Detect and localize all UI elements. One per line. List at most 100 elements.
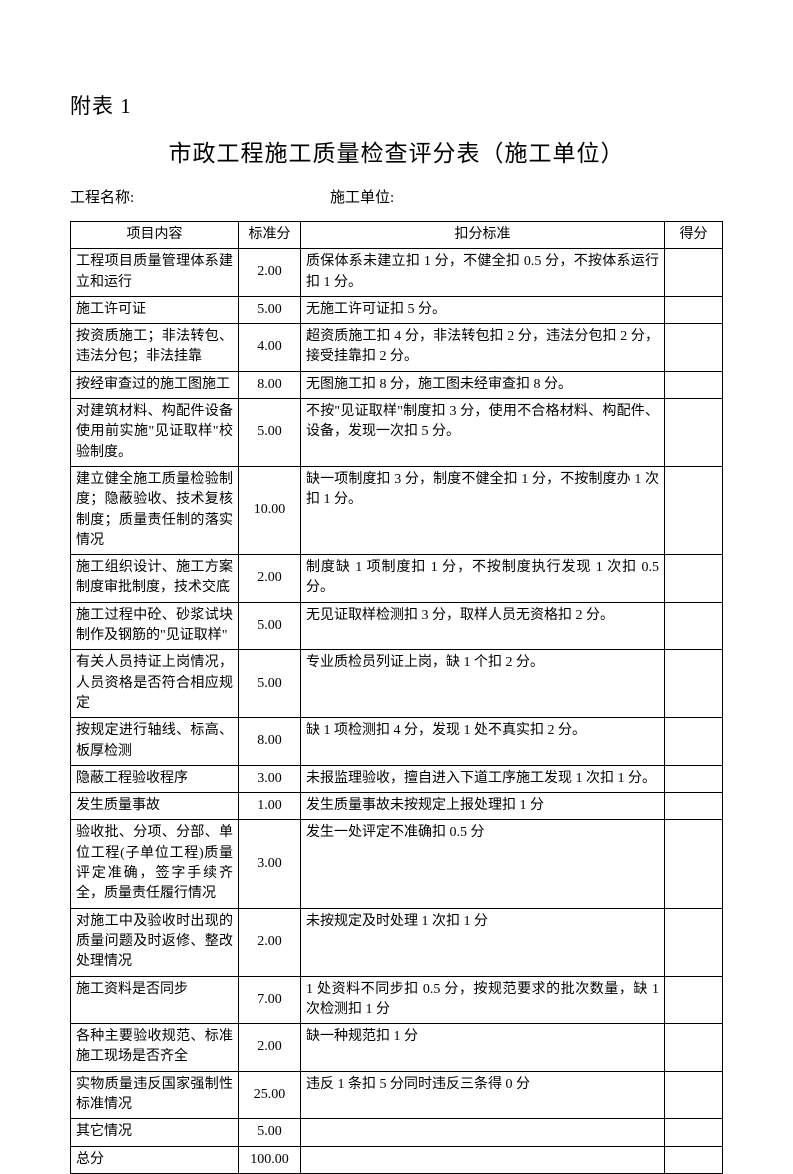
cell-standard: 8.00 bbox=[239, 718, 301, 766]
table-row: 施工许可证5.00无施工许可证扣 5 分。 bbox=[71, 296, 723, 323]
cell-standard: 5.00 bbox=[239, 1119, 301, 1146]
cell-deduction: 未报监理验收，擅自进入下道工序施工发现 1 次扣 1 分。 bbox=[301, 765, 665, 792]
cell-deduction: 1 处资料不同步扣 0.5 分，按规范要求的批次数量，缺 1 次检测扣 1 分 bbox=[301, 976, 665, 1024]
cell-score bbox=[665, 718, 723, 766]
table-row: 总分100.00 bbox=[71, 1146, 723, 1173]
header-score: 得分 bbox=[665, 222, 723, 249]
cell-item: 对建筑材料、构配件设备使用前实施"见证取样"校验制度。 bbox=[71, 399, 239, 467]
cell-item: 施工过程中砼、砂浆试块制作及钢筋的"见证取样" bbox=[71, 602, 239, 650]
cell-standard: 100.00 bbox=[239, 1146, 301, 1173]
cell-item: 其它情况 bbox=[71, 1119, 239, 1146]
header-item: 项目内容 bbox=[71, 222, 239, 249]
cell-deduction: 发生一处评定不准确扣 0.5 分 bbox=[301, 820, 665, 908]
cell-item: 发生质量事故 bbox=[71, 793, 239, 820]
table-row: 其它情况5.00 bbox=[71, 1119, 723, 1146]
table-row: 按经审查过的施工图施工8.00无图施工扣 8 分，施工图未经审查扣 8 分。 bbox=[71, 371, 723, 398]
cell-item: 验收批、分项、分部、单位工程(子单位工程)质量评定准确，签字手续齐全，质量责任履… bbox=[71, 820, 239, 908]
cell-score bbox=[665, 324, 723, 372]
cell-item: 工程项目质量管理体系建立和运行 bbox=[71, 249, 239, 297]
table-row: 施工组织设计、施工方案制度审批制度，技术交底2.00制度缺 1 项制度扣 1 分… bbox=[71, 555, 723, 603]
cell-item: 施工资料是否同步 bbox=[71, 976, 239, 1024]
cell-score bbox=[665, 793, 723, 820]
cell-standard: 5.00 bbox=[239, 602, 301, 650]
cell-score bbox=[665, 399, 723, 467]
cell-score bbox=[665, 908, 723, 976]
cell-item: 实物质量违反国家强制性标准情况 bbox=[71, 1071, 239, 1119]
table-row: 按规定进行轴线、标高、板厚检测8.00缺 1 项检测扣 4 分，发现 1 处不真… bbox=[71, 718, 723, 766]
cell-score bbox=[665, 765, 723, 792]
cell-score bbox=[665, 1024, 723, 1072]
cell-standard: 5.00 bbox=[239, 650, 301, 718]
cell-standard: 5.00 bbox=[239, 296, 301, 323]
table-row: 发生质量事故1.00发生质量事故未按规定上报处理扣 1 分 bbox=[71, 793, 723, 820]
meta-row: 工程名称: 施工单位: bbox=[70, 186, 723, 207]
cell-score bbox=[665, 976, 723, 1024]
cell-item: 隐蔽工程验收程序 bbox=[71, 765, 239, 792]
cell-item: 各种主要验收规范、标准施工现场是否齐全 bbox=[71, 1024, 239, 1072]
cell-score bbox=[665, 1071, 723, 1119]
cell-deduction bbox=[301, 1119, 665, 1146]
cell-item: 总分 bbox=[71, 1146, 239, 1173]
cell-standard: 5.00 bbox=[239, 399, 301, 467]
table-row: 施工过程中砼、砂浆试块制作及钢筋的"见证取样"5.00无见证取样检测扣 3 分，… bbox=[71, 602, 723, 650]
table-row: 各种主要验收规范、标准施工现场是否齐全2.00缺一种规范扣 1 分 bbox=[71, 1024, 723, 1072]
table-row: 验收批、分项、分部、单位工程(子单位工程)质量评定准确，签字手续齐全，质量责任履… bbox=[71, 820, 723, 908]
cell-score bbox=[665, 1146, 723, 1173]
cell-deduction: 无见证取样检测扣 3 分，取样人员无资格扣 2 分。 bbox=[301, 602, 665, 650]
header-standard: 标准分 bbox=[239, 222, 301, 249]
table-row: 工程项目质量管理体系建立和运行2.00质保体系未建立扣 1 分，不健全扣 0.5… bbox=[71, 249, 723, 297]
cell-deduction: 专业质检员列证上岗，缺 1 个扣 2 分。 bbox=[301, 650, 665, 718]
cell-score bbox=[665, 371, 723, 398]
table-row: 实物质量违反国家强制性标准情况25.00违反 1 条扣 5 分同时违反三条得 0… bbox=[71, 1071, 723, 1119]
cell-deduction: 缺一项制度扣 3 分，制度不健全扣 1 分，不按制度办 1 次扣 1 分。 bbox=[301, 466, 665, 554]
cell-deduction: 超资质施工扣 4 分，非法转包扣 2 分，违法分包扣 2 分，接受挂靠扣 2 分… bbox=[301, 324, 665, 372]
cell-standard: 4.00 bbox=[239, 324, 301, 372]
cell-deduction: 违反 1 条扣 5 分同时违反三条得 0 分 bbox=[301, 1071, 665, 1119]
cell-score bbox=[665, 249, 723, 297]
cell-standard: 8.00 bbox=[239, 371, 301, 398]
page-title: 市政工程施工质量检查评分表（施工单位） bbox=[70, 134, 723, 168]
table-row: 隐蔽工程验收程序3.00未报监理验收，擅自进入下道工序施工发现 1 次扣 1 分… bbox=[71, 765, 723, 792]
cell-standard: 7.00 bbox=[239, 976, 301, 1024]
cell-deduction: 不按"见证取样"制度扣 3 分，使用不合格材料、构配件、设备，发现一次扣 5 分… bbox=[301, 399, 665, 467]
cell-score bbox=[665, 1119, 723, 1146]
cell-standard: 2.00 bbox=[239, 249, 301, 297]
table-row: 按资质施工；非法转包、违法分包；非法挂靠4.00超资质施工扣 4 分，非法转包扣… bbox=[71, 324, 723, 372]
cell-item: 按经审查过的施工图施工 bbox=[71, 371, 239, 398]
table-body: 工程项目质量管理体系建立和运行2.00质保体系未建立扣 1 分，不健全扣 0.5… bbox=[71, 249, 723, 1174]
cell-deduction: 未按规定及时处理 1 次扣 1 分 bbox=[301, 908, 665, 976]
construction-unit-label: 施工单位: bbox=[330, 186, 723, 207]
cell-deduction: 发生质量事故未按规定上报处理扣 1 分 bbox=[301, 793, 665, 820]
cell-score bbox=[665, 555, 723, 603]
cell-deduction: 质保体系未建立扣 1 分，不健全扣 0.5 分，不按体系运行扣 1 分。 bbox=[301, 249, 665, 297]
cell-standard: 2.00 bbox=[239, 908, 301, 976]
table-row: 施工资料是否同步7.001 处资料不同步扣 0.5 分，按规范要求的批次数量，缺… bbox=[71, 976, 723, 1024]
cell-standard: 2.00 bbox=[239, 1024, 301, 1072]
cell-item: 有关人员持证上岗情况，人员资格是否符合相应规定 bbox=[71, 650, 239, 718]
table-row: 对施工中及验收时出现的质量问题及时返修、整改处理情况2.00未按规定及时处理 1… bbox=[71, 908, 723, 976]
cell-standard: 3.00 bbox=[239, 820, 301, 908]
cell-deduction: 无施工许可证扣 5 分。 bbox=[301, 296, 665, 323]
page: 附表 1 市政工程施工质量检查评分表（施工单位） 工程名称: 施工单位: 项目内… bbox=[0, 0, 793, 1122]
cell-score bbox=[665, 296, 723, 323]
cell-score bbox=[665, 602, 723, 650]
cell-deduction bbox=[301, 1146, 665, 1173]
header-deduction: 扣分标准 bbox=[301, 222, 665, 249]
cell-item: 对施工中及验收时出现的质量问题及时返修、整改处理情况 bbox=[71, 908, 239, 976]
cell-standard: 25.00 bbox=[239, 1071, 301, 1119]
cell-score bbox=[665, 820, 723, 908]
cell-score bbox=[665, 466, 723, 554]
table-row: 有关人员持证上岗情况，人员资格是否符合相应规定5.00专业质检员列证上岗，缺 1… bbox=[71, 650, 723, 718]
cell-deduction: 缺一种规范扣 1 分 bbox=[301, 1024, 665, 1072]
appendix-label: 附表 1 bbox=[70, 90, 723, 120]
cell-item: 按资质施工；非法转包、违法分包；非法挂靠 bbox=[71, 324, 239, 372]
cell-item: 施工组织设计、施工方案制度审批制度，技术交底 bbox=[71, 555, 239, 603]
cell-standard: 1.00 bbox=[239, 793, 301, 820]
scoring-table: 项目内容 标准分 扣分标准 得分 工程项目质量管理体系建立和运行2.00质保体系… bbox=[70, 221, 723, 1174]
cell-deduction: 无图施工扣 8 分，施工图未经审查扣 8 分。 bbox=[301, 371, 665, 398]
cell-item: 施工许可证 bbox=[71, 296, 239, 323]
cell-standard: 10.00 bbox=[239, 466, 301, 554]
cell-standard: 3.00 bbox=[239, 765, 301, 792]
cell-standard: 2.00 bbox=[239, 555, 301, 603]
table-row: 对建筑材料、构配件设备使用前实施"见证取样"校验制度。5.00不按"见证取样"制… bbox=[71, 399, 723, 467]
